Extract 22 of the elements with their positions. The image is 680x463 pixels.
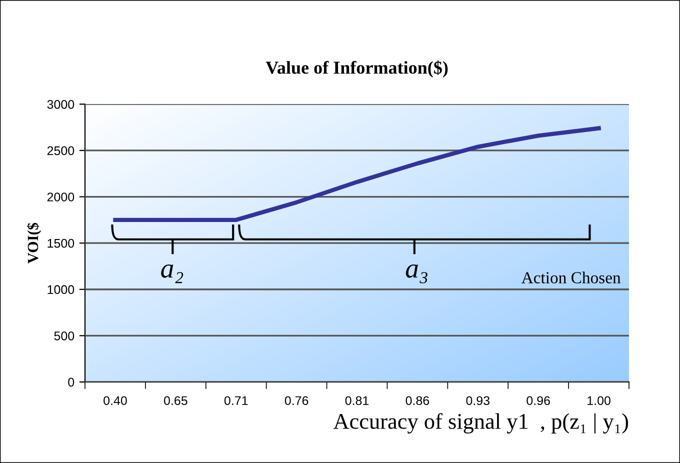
annotation: a₃ <box>406 264 428 284</box>
chart-title: Value of Information($) <box>266 60 448 78</box>
y-tick-label: 2500 <box>47 146 74 156</box>
x-tick-label: 1.00 <box>588 396 610 406</box>
x-tick-label: 0.96 <box>526 396 550 406</box>
y-tick-label: 3000 <box>47 100 74 109</box>
x-tick-label: 0.40 <box>104 396 127 406</box>
y-tick-label: 2000 <box>47 192 74 202</box>
x-tick-label: 0.65 <box>164 396 188 406</box>
y-tick-label: 1500 <box>48 238 74 248</box>
y-axis-title: VOI($ <box>26 222 42 264</box>
y-tick-label: 1000 <box>48 285 74 294</box>
x-tick-label: 0.93 <box>466 396 490 406</box>
y-tick-label: 0 <box>68 378 74 387</box>
y-tick-label: 500 <box>54 331 74 340</box>
x-tick-label: 0.86 <box>406 396 430 406</box>
annotation: a₂ <box>161 264 184 284</box>
x-tick-label: 0.71 <box>224 396 248 406</box>
annotation: Action Chosen <box>521 272 621 284</box>
x-tick-label: 0.81 <box>345 396 369 406</box>
x-axis-title: Accuracy of signal y1 , p(z₁ | y₁) <box>333 413 628 434</box>
x-tick-label: 0.76 <box>284 396 308 406</box>
